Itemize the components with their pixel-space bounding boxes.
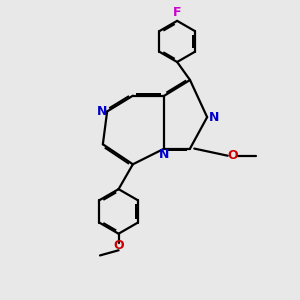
Text: N: N [97,105,107,118]
Text: O: O [227,149,238,162]
Text: N: N [159,148,169,161]
Text: O: O [113,238,124,252]
Text: F: F [173,6,182,20]
Text: N: N [209,111,220,124]
